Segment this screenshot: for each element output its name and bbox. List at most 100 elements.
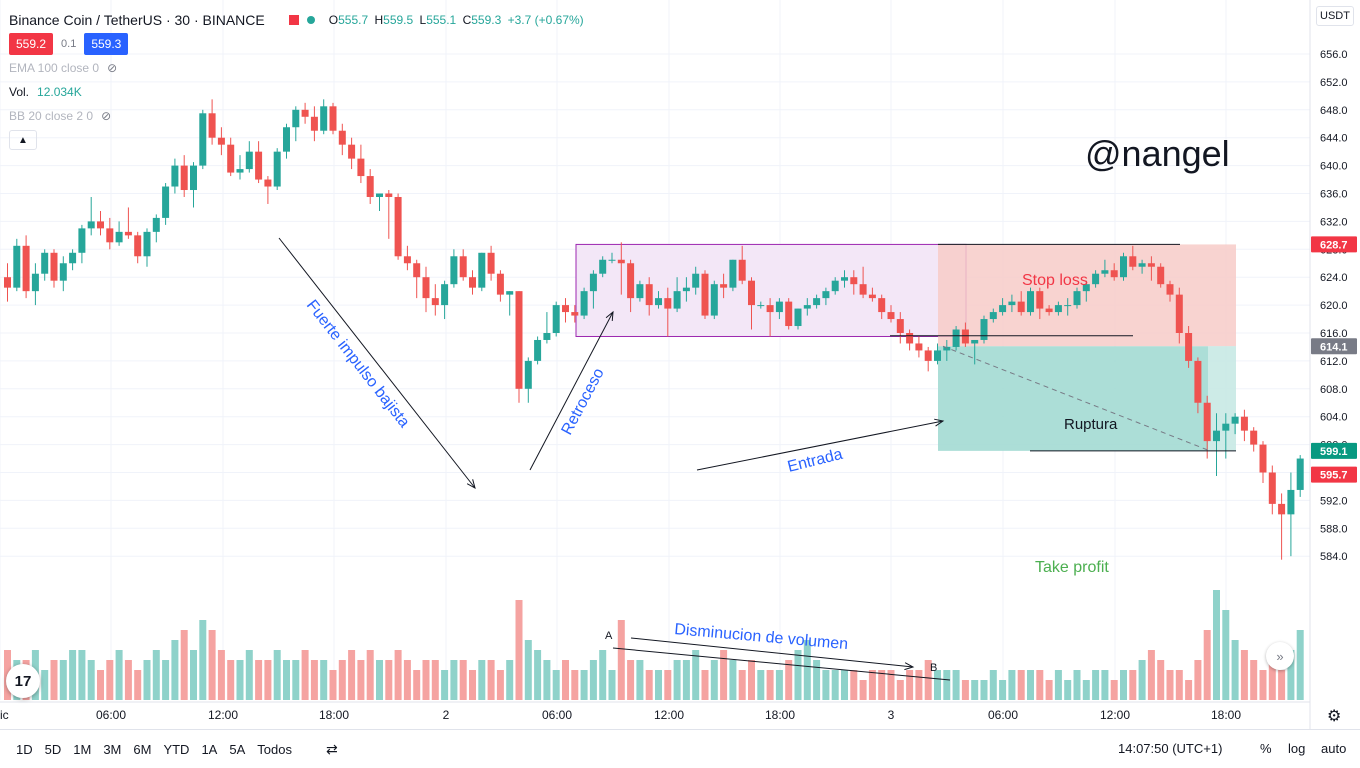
volume-bar (366, 650, 374, 700)
currency-button[interactable]: USDT (1316, 6, 1354, 26)
candle-body (1231, 416, 1239, 424)
range-button-6m[interactable]: 6M (133, 741, 152, 757)
candle (934, 343, 941, 365)
symbol-title[interactable]: Binance Coin / TetherUS · 30 · BINANCE (9, 12, 265, 28)
candle-body (152, 217, 160, 232)
hidden-eye-icon[interactable]: ⊘ (107, 61, 118, 75)
candle-body (682, 287, 690, 292)
candle (87, 196, 95, 236)
chart-canvas[interactable]: Fuerte impulso bajista RetrocesoEntradaRu… (0, 0, 1360, 730)
gear-icon[interactable]: ⚙ (1327, 708, 1342, 725)
volume-indicator-row[interactable]: Vol. 12.034K (9, 80, 584, 104)
candle-body (645, 284, 653, 306)
candle (487, 245, 495, 281)
market-status-icon (306, 16, 315, 24)
hidden-eye-icon[interactable]: ⊘ (101, 109, 112, 123)
candle-body (478, 252, 486, 288)
range-button-todos[interactable]: Todos (257, 741, 292, 757)
candle (785, 298, 793, 330)
candle-body (4, 277, 11, 288)
candle (794, 308, 802, 330)
time-tick-label: 06:00 (542, 708, 572, 722)
volume-bar (1017, 670, 1025, 700)
candle-body (1008, 301, 1016, 306)
candle-body (245, 151, 253, 170)
candle (115, 221, 123, 246)
candle (645, 277, 653, 316)
sell-button[interactable]: 559.2 (9, 33, 54, 55)
volume-bars (4, 590, 1304, 700)
candle (896, 312, 904, 344)
candle-body (403, 256, 411, 264)
volume-bar (1082, 680, 1090, 700)
volume-bar (115, 650, 123, 700)
log-toggle[interactable]: log (1288, 741, 1306, 756)
collapse-legend-button[interactable]: ▲ (9, 130, 37, 150)
time-tick-label: 2 (443, 708, 450, 722)
volume-bar (682, 660, 690, 700)
candle-body (255, 151, 263, 180)
vol-value: 12.034K (37, 85, 82, 99)
range-button-5a[interactable]: 5A (229, 741, 246, 757)
candle-body (208, 113, 216, 138)
volume-bar (543, 660, 551, 700)
range-button-3m[interactable]: 3M (103, 741, 122, 757)
flag-icon[interactable] (288, 15, 299, 25)
spread-value: 0.1 (61, 38, 77, 50)
price-tick-label: 648.0 (1320, 105, 1348, 117)
candle-body (431, 298, 439, 306)
volume-bar (1101, 670, 1109, 700)
ema-indicator-row[interactable]: EMA 100 close 0 ⊘ (9, 56, 584, 80)
candle-body (515, 291, 523, 389)
candle-body (552, 305, 560, 333)
candle-body (599, 259, 607, 274)
candle-body (487, 252, 495, 274)
auto-toggle[interactable]: auto (1321, 741, 1347, 756)
volume-bar (413, 670, 421, 700)
range-button-1a[interactable]: 1A (201, 741, 218, 757)
range-button-1m[interactable]: 1M (73, 741, 92, 757)
range-button-ytd[interactable]: YTD (163, 741, 190, 757)
trade-row: 559.2 0.1 559.3 (9, 32, 584, 56)
chart-legend: Binance Coin / TetherUS · 30 · BINANCE O… (9, 8, 584, 152)
candle-body (50, 252, 58, 281)
candle (469, 270, 476, 295)
range-button-1d[interactable]: 1D (16, 741, 33, 757)
candle (59, 256, 67, 292)
candle (450, 249, 458, 288)
date-range-icon[interactable]: ⇄ (325, 740, 338, 757)
candle (348, 137, 356, 170)
candle-body (115, 231, 123, 243)
candle-body (655, 298, 662, 306)
volume-bar (999, 680, 1007, 700)
range-button-5d[interactable]: 5D (44, 741, 62, 757)
time-axis: ic 06:00 12:00 18:00 2 06:00 12:00 18:00 3 06:00 1… (0, 701, 1310, 722)
candle-body (1203, 402, 1211, 442)
candle (1017, 291, 1025, 316)
tradingview-logo-icon[interactable]: 17 (6, 664, 40, 698)
volume-arrow-upper (630, 637, 915, 671)
position-current-segment (1208, 346, 1236, 451)
candle-body (1259, 444, 1267, 473)
volume-bar (1036, 670, 1044, 700)
candle (1129, 245, 1137, 271)
candle-body (1175, 294, 1183, 333)
candle (208, 99, 216, 145)
clock-display[interactable]: 14:07:50 (UTC+1) (1118, 741, 1223, 756)
candle-body (41, 252, 49, 274)
candle (1268, 465, 1276, 515)
time-tick-label: 06:00 (988, 708, 1018, 722)
candle-body (543, 333, 551, 340)
volume-bar (301, 650, 309, 700)
bb-indicator-row[interactable]: BB 20 close 2 0 ⊘ (9, 104, 584, 128)
candle (301, 102, 309, 124)
buy-button[interactable]: 559.3 (84, 33, 129, 55)
candle-body (348, 144, 356, 159)
volume-bar (1045, 680, 1053, 700)
scroll-to-realtime-button[interactable]: » (1266, 642, 1294, 670)
percent-toggle[interactable]: % (1260, 741, 1272, 756)
volume-bar (1250, 660, 1258, 700)
candle (310, 106, 318, 142)
ema-label: EMA 100 close 0 (9, 61, 100, 75)
volume-bar (989, 670, 997, 700)
